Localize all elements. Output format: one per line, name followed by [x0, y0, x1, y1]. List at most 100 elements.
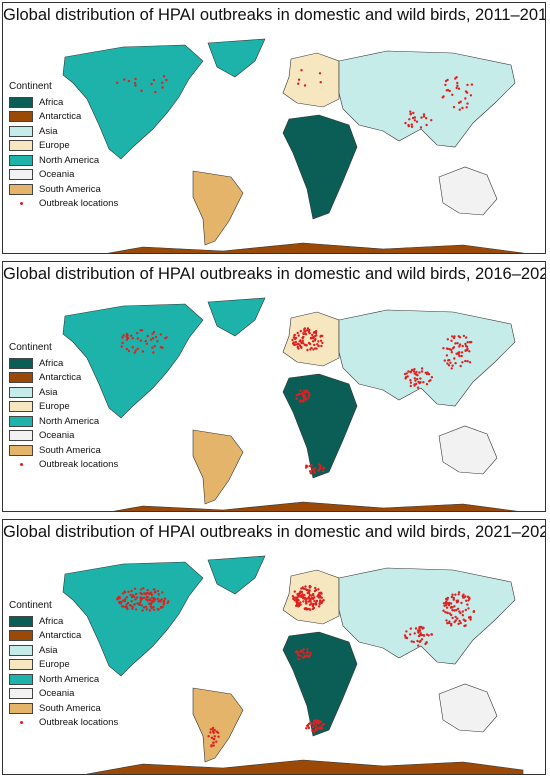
outbreak-point [445, 606, 449, 609]
outbreak-point [418, 629, 422, 632]
outbreak-point [144, 339, 147, 343]
outbreak-point [420, 625, 423, 629]
outbreak-point [319, 720, 323, 723]
outbreak-point [308, 584, 311, 588]
outbreak-point [133, 351, 136, 354]
outbreak-point [142, 587, 145, 590]
outbreak-point [413, 377, 416, 380]
outbreak-point [413, 116, 417, 119]
outbreak-point [159, 346, 163, 349]
outbreak-point [152, 600, 155, 603]
antarctica-shape [86, 759, 524, 774]
swatch-south-america [9, 702, 33, 714]
outbreak-point [152, 588, 155, 591]
asia-shape [338, 309, 516, 407]
map-panel-2011-2015: Global distribution of HPAI outbreaks in… [2, 2, 546, 254]
outbreak-point [465, 106, 468, 109]
outbreak-point [151, 337, 155, 340]
outbreak-point [451, 93, 454, 97]
outbreak-point [145, 608, 148, 611]
outbreak-point [305, 464, 308, 467]
outbreak-point [319, 81, 322, 84]
outbreak-point [308, 470, 312, 473]
outbreak-point [149, 591, 153, 594]
outbreak-point [133, 587, 137, 590]
outbreak-point [303, 329, 306, 332]
outbreak-point [313, 339, 317, 342]
outbreak-point [152, 78, 156, 82]
outbreak-point [457, 352, 460, 356]
world-map [62, 297, 518, 511]
outbreak-point [140, 604, 143, 607]
panel-title: Global distribution of HPAI outbreaks in… [3, 523, 546, 541]
outbreak-point [428, 380, 431, 383]
outbreak-point [130, 334, 133, 337]
outbreak-point [295, 397, 298, 400]
outbreak-point [312, 348, 315, 351]
north-america-shape [62, 44, 204, 160]
outbreak-point [164, 337, 167, 340]
outbreak-point [302, 400, 305, 403]
outbreak-point [410, 368, 414, 372]
outbreak-point [293, 343, 296, 347]
outbreak-point [123, 590, 126, 593]
outbreak-point [410, 125, 414, 128]
outbreak-point [420, 367, 424, 370]
legend-label: Oceania [39, 430, 75, 442]
outbreak-point [409, 633, 412, 636]
outbreak-point [154, 591, 157, 594]
outbreak-point [125, 334, 128, 337]
legend-label: Europe [39, 140, 70, 152]
outbreak-point [146, 599, 149, 602]
outbreak-point [425, 633, 429, 636]
legend: Continent Africa Antarctica Asia Europe … [9, 81, 118, 211]
outbreak-point [403, 372, 407, 376]
legend-item-antarctica: Antarctica [9, 110, 118, 125]
outbreak-point [316, 726, 320, 730]
outbreak-point [316, 720, 319, 723]
outbreak-point [412, 370, 416, 373]
outbreak-point [451, 606, 454, 609]
outbreak-point [211, 727, 214, 731]
outbreak-point [446, 622, 449, 625]
outbreak-point [411, 116, 415, 120]
outbreak-point [120, 345, 123, 348]
swatch-north-america [9, 673, 33, 685]
asia-shape [338, 50, 516, 148]
outbreak-point [149, 605, 152, 608]
outbreak-point [449, 361, 452, 364]
outbreak-point [308, 328, 311, 332]
outbreak-point [291, 338, 294, 342]
outbreak-point [408, 118, 411, 121]
outbreak-point [446, 596, 450, 600]
legend-label: South America [39, 702, 101, 714]
outbreak-point [143, 592, 146, 595]
outbreak-point [125, 347, 129, 351]
outbreak-point [419, 632, 422, 635]
legend-label: South America [39, 444, 101, 456]
world-map [62, 38, 524, 253]
outbreak-point [446, 362, 449, 365]
outbreak-point [209, 731, 212, 734]
outbreak-point [291, 595, 295, 598]
outbreak-point [320, 592, 323, 595]
outbreak-point [447, 604, 451, 607]
north-america-shape [62, 303, 204, 419]
outbreak-point [309, 600, 312, 603]
outbreak-point [300, 341, 303, 345]
outbreak-point [295, 604, 298, 608]
outbreak-point [319, 725, 322, 728]
outbreak-point [127, 349, 131, 353]
outbreak-point [472, 610, 476, 613]
outbreak-point [298, 399, 302, 402]
outbreak-point [127, 590, 130, 593]
outbreak-point [420, 116, 423, 119]
outbreak-point [448, 620, 451, 623]
swatch-antarctica [9, 372, 33, 384]
outbreak-point [409, 384, 412, 388]
outbreak-point [314, 601, 318, 605]
europe-shape [282, 569, 340, 625]
outbreak-point [466, 595, 470, 598]
outbreak-point [453, 335, 456, 338]
outbreak-point [127, 79, 131, 83]
